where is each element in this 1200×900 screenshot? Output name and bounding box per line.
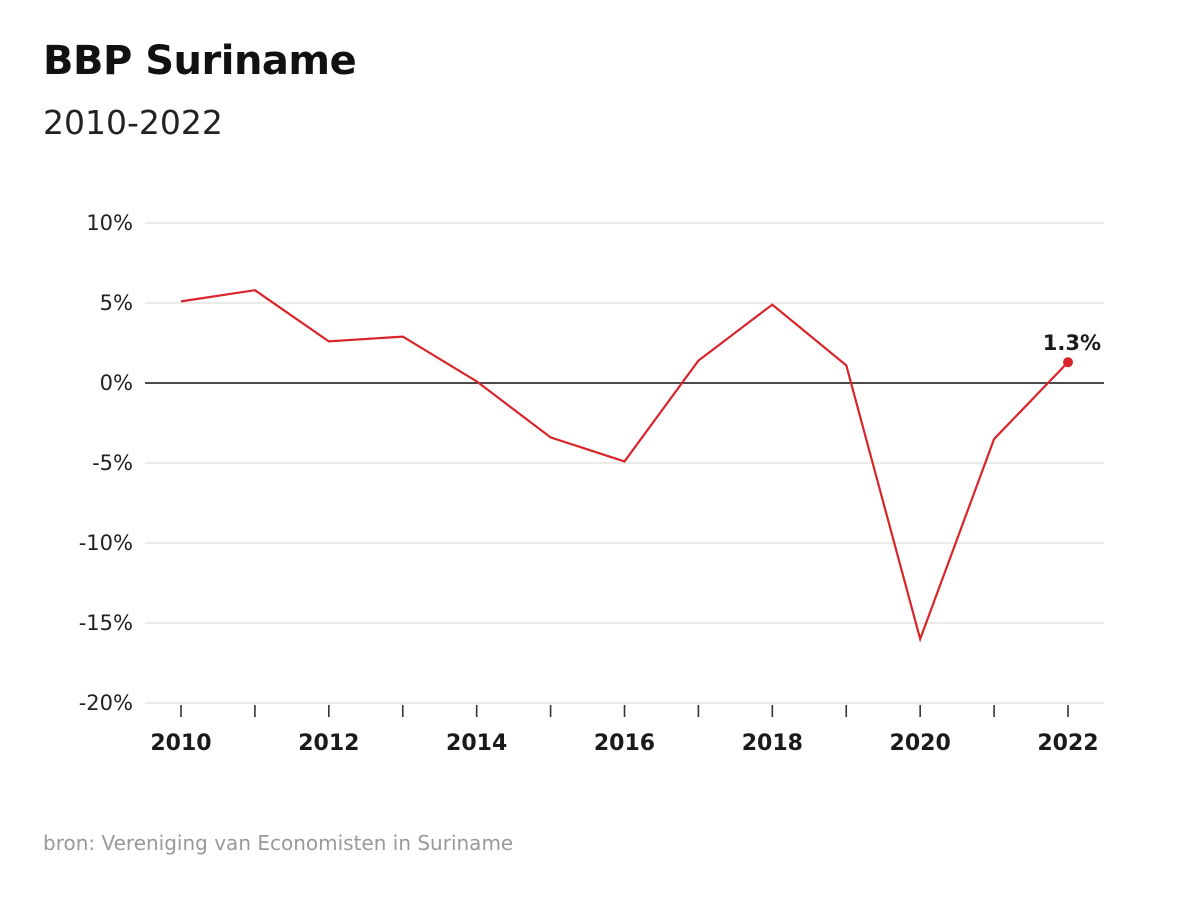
data-label: 1.3% <box>1043 331 1101 355</box>
chart-title: BBP Suriname <box>43 38 357 84</box>
series <box>180 289 1069 643</box>
x-tick-label: 2014 <box>446 731 507 756</box>
x-tick-label: 2016 <box>594 731 655 756</box>
y-tick-label: -20% <box>79 691 133 715</box>
y-tick-label: 10% <box>86 211 133 235</box>
x-axis: 2010 2012 2014 2016 2018 2020 2022 <box>150 705 1099 756</box>
x-tick-label: 2022 <box>1037 731 1098 756</box>
y-axis-labels: 10% 5% 0% -5% -10% -15% -20% <box>79 211 133 715</box>
highlight-point-marker <box>1063 357 1073 368</box>
x-tick-label: 2018 <box>742 731 803 756</box>
y-tick-label: 5% <box>100 291 133 315</box>
series-line <box>180 289 1069 643</box>
annotations: 1.3% <box>1043 331 1101 368</box>
y-tick-label: -5% <box>92 451 133 475</box>
chart-subtitle: 2010-2022 <box>43 103 223 142</box>
gridlines <box>145 222 1104 704</box>
x-tick-label: 2010 <box>150 731 211 756</box>
x-tick-label: 2020 <box>890 731 951 756</box>
x-tick-label: 2012 <box>298 731 359 756</box>
y-tick-label: 0% <box>100 371 133 395</box>
y-tick-label: -10% <box>79 531 133 555</box>
y-tick-label: -15% <box>79 611 133 635</box>
source-note: bron: Vereniging van Economisten in Suri… <box>43 831 514 855</box>
